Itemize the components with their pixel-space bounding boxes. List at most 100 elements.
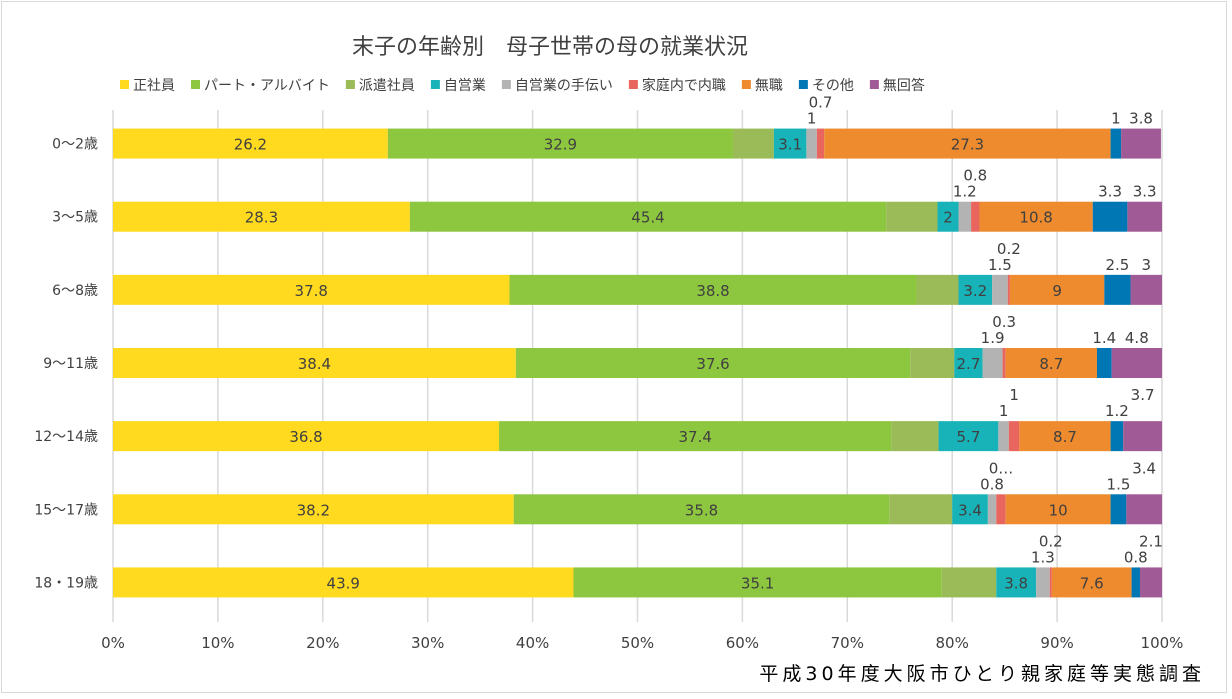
data-label: 3.8 xyxy=(1004,574,1028,592)
bar-segment xyxy=(499,421,892,452)
data-label: 5.7 xyxy=(957,428,981,446)
data-label: 43.9 xyxy=(327,574,360,592)
bar-segment xyxy=(806,128,817,159)
bar-segment xyxy=(1131,567,1140,598)
data-label: 3.3 xyxy=(1133,183,1157,201)
legend-label: 自営業の手伝い xyxy=(515,78,613,94)
legend-swatch xyxy=(191,80,200,89)
bar-segment xyxy=(992,274,1008,305)
bar-segment xyxy=(573,567,942,598)
bar-segment xyxy=(1051,567,1132,598)
bar-segment xyxy=(1007,274,1010,305)
data-label: 1.5 xyxy=(988,256,1012,274)
data-label: 8.7 xyxy=(1039,355,1063,373)
bar-segment xyxy=(941,567,997,598)
y-category-label: 12～14歳 xyxy=(34,429,98,445)
data-label: 10 xyxy=(1049,501,1068,519)
data-label: 0.3 xyxy=(992,313,1016,331)
x-tick-label: 100% xyxy=(1141,634,1184,652)
bar-segment xyxy=(971,201,980,232)
data-label: 3.1 xyxy=(778,136,802,154)
data-label: 0.2 xyxy=(1039,532,1063,550)
legend-swatch xyxy=(501,80,511,89)
bar-segment xyxy=(996,567,1037,598)
bar-segment xyxy=(1096,348,1112,378)
bar-segment xyxy=(1110,128,1122,159)
bar-segment xyxy=(979,201,1093,232)
x-tick-label: 70% xyxy=(831,634,864,652)
bar-segment xyxy=(998,421,1009,452)
data-label: 35.1 xyxy=(741,574,774,592)
data-label: 0.8 xyxy=(963,167,987,185)
bar-segment xyxy=(1126,494,1162,525)
data-label: 2.5 xyxy=(1105,256,1129,274)
y-category-label: 3～5歳 xyxy=(52,210,98,226)
legend: 正社員 パート・アルバイト 派遣社員 自営業 自営業の手伝い 家庭内で内職 無職 その他 無回答 xyxy=(120,77,925,94)
bar-segment xyxy=(987,494,997,525)
data-label: 3.4 xyxy=(958,501,982,519)
bar-segment xyxy=(1111,348,1162,378)
bar-segment xyxy=(1002,348,1006,378)
data-label: 4.8 xyxy=(1125,329,1149,347)
bar-segment xyxy=(1008,421,1020,452)
data-label: 32.9 xyxy=(544,136,577,154)
bar-segment xyxy=(1127,201,1162,232)
bar-segment xyxy=(937,201,959,232)
legend-swatch xyxy=(798,80,808,89)
x-axis-ticks: 0% 10% 20% 30% 40% 50% 60% 70% 80% 90% 100% xyxy=(101,634,1183,652)
bar-segment xyxy=(113,128,388,159)
x-tick-label: 0% xyxy=(101,634,125,652)
bar-segment xyxy=(824,128,1111,159)
bar-segment xyxy=(1005,348,1097,378)
legend-label: 家庭内で内職 xyxy=(642,77,726,94)
bar-segment xyxy=(958,274,993,305)
legend-label: その他 xyxy=(812,78,854,94)
data-label: 1.2 xyxy=(953,183,977,201)
data-label: 3.7 xyxy=(1131,386,1155,404)
bars: 26.2 32.9 3.110.727.31 3.828.3 45.4 21.20.810… xyxy=(113,94,1163,598)
bar-segment xyxy=(387,128,733,159)
data-label: 2 xyxy=(943,209,953,227)
bar-segment xyxy=(816,128,825,159)
bar-segment xyxy=(1110,421,1124,452)
x-tick-label: 20% xyxy=(306,634,339,652)
bar-segment xyxy=(910,348,955,378)
legend-swatch xyxy=(869,80,879,89)
data-label: 28.3 xyxy=(245,209,278,227)
bar-segment xyxy=(1110,494,1127,525)
bar-segment xyxy=(409,201,887,232)
data-label: 3.8 xyxy=(1129,110,1153,128)
legend-swatch xyxy=(430,80,440,89)
data-label: 0.7 xyxy=(809,94,833,112)
x-tick-label: 50% xyxy=(621,634,654,652)
bar-segment xyxy=(1005,494,1111,525)
data-label: 0.8 xyxy=(980,475,1004,493)
data-label: 3 xyxy=(1141,256,1151,274)
data-label: 2.1 xyxy=(1139,532,1163,550)
bar-segment xyxy=(113,567,574,598)
data-label: 1.5 xyxy=(1107,475,1131,493)
bar-segment xyxy=(1019,421,1111,452)
bar-segment xyxy=(113,348,516,378)
data-label: 1.2 xyxy=(1105,402,1129,420)
legend-label: 無回答 xyxy=(883,77,925,94)
data-label: 35.8 xyxy=(685,501,718,519)
legend-swatch xyxy=(120,80,129,89)
legend-swatch xyxy=(345,80,355,89)
y-category-label: 9～11歳 xyxy=(43,356,98,372)
data-label: 0… xyxy=(989,459,1014,477)
data-label: 1.4 xyxy=(1092,329,1116,347)
bar-segment xyxy=(916,274,959,305)
data-label: 1.9 xyxy=(981,329,1005,347)
bar-segment xyxy=(773,128,807,159)
legend-label: 正社員 xyxy=(133,78,175,94)
bar-segment xyxy=(996,494,1006,525)
bar-segment xyxy=(1123,421,1162,452)
data-label: 3.2 xyxy=(963,282,987,300)
bar-segment xyxy=(113,201,410,232)
data-label: 38.4 xyxy=(298,355,331,373)
data-label: 38.2 xyxy=(297,501,330,519)
bar-segment xyxy=(1049,567,1052,598)
bar-segment xyxy=(889,494,953,525)
